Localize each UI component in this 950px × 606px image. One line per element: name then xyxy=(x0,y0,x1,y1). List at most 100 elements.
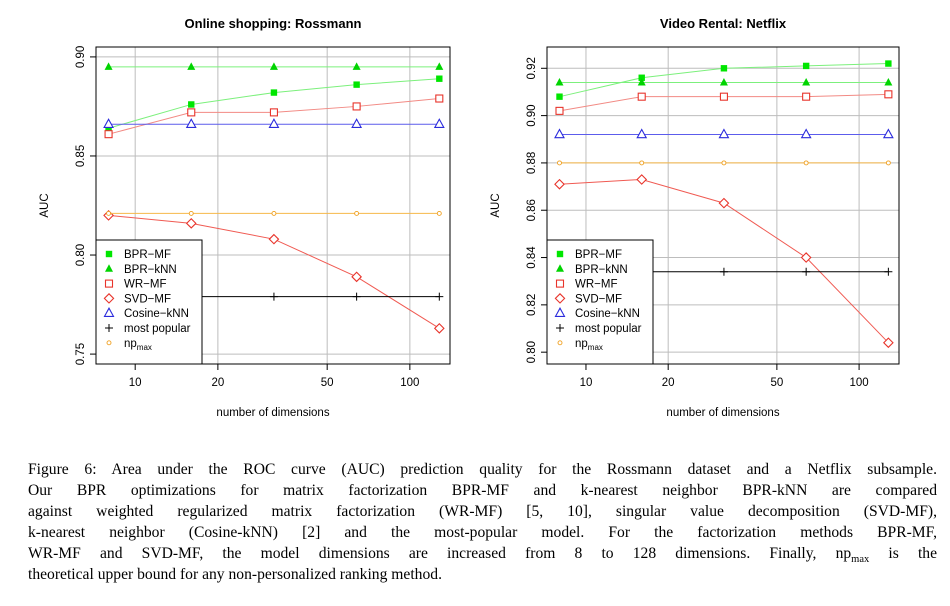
data-point xyxy=(104,62,113,70)
data-point xyxy=(433,322,445,334)
data-point xyxy=(352,102,361,111)
data-point xyxy=(353,81,360,88)
figure-charts: Online shopping: Rossmann 10 20 50 100 0.75 0.… xyxy=(39,16,900,419)
data-point xyxy=(351,271,363,283)
data-point xyxy=(802,92,811,101)
series-wr_mf xyxy=(555,90,893,115)
data-point xyxy=(554,128,565,139)
chart-title: Online shopping: Rossmann xyxy=(185,16,362,31)
legend-marker-cosine_knn xyxy=(554,307,566,317)
data-point xyxy=(269,108,278,117)
data-point xyxy=(188,210,194,216)
x-tick-label: 10 xyxy=(129,377,142,389)
data-point xyxy=(721,160,727,166)
data-point xyxy=(638,74,645,81)
data-point xyxy=(268,233,280,245)
y-tick-label: 0.88 xyxy=(526,152,538,174)
data-point xyxy=(435,62,444,70)
chart-netflix: Video Rental: Netflix 10 20 50 100 0.80 0.82 0.… xyxy=(490,16,900,419)
data-point xyxy=(802,62,810,70)
plot-frame xyxy=(546,46,900,365)
data-point xyxy=(269,292,278,301)
data-point xyxy=(802,267,811,276)
y-tick-label: 0.75 xyxy=(75,343,87,365)
data-point xyxy=(800,252,812,263)
x-tick-label: 100 xyxy=(849,377,868,389)
data-point xyxy=(354,210,360,216)
legend: BPR−MF BPR−kNN WR−MF SVD−MF Cosine−kNN most p… xyxy=(546,239,654,365)
y-tick-label: 0.80 xyxy=(526,341,538,363)
data-point xyxy=(803,160,809,166)
data-point xyxy=(554,178,565,190)
data-point xyxy=(637,77,646,86)
legend-marker-bpr_knn xyxy=(556,264,564,272)
legend: BPR−MF BPR−kNN WR−MF SVD−MF Cosine−kNN most p… xyxy=(95,239,203,365)
legend-marker-np_max xyxy=(557,340,563,346)
caption-line-5b: is the xyxy=(869,545,937,562)
series-np_max xyxy=(557,160,891,166)
data-point xyxy=(636,128,648,139)
legend-box xyxy=(95,239,203,365)
legend-marker-wr_mf xyxy=(104,279,114,288)
data-point xyxy=(639,160,645,166)
data-point xyxy=(556,93,563,100)
data-point xyxy=(555,106,564,115)
legend-marker-bpr_mf xyxy=(105,250,113,258)
legend-label-wr_mf: WR−MF xyxy=(575,279,617,291)
x-tick-label: 100 xyxy=(400,377,419,389)
data-point xyxy=(104,130,113,139)
data-point xyxy=(718,197,730,209)
y-tick-label: 0.80 xyxy=(75,244,87,266)
data-point xyxy=(719,92,728,101)
series-bpr_knn xyxy=(104,62,444,70)
x-tick-label: 20 xyxy=(662,377,675,389)
y-axis-label: AUC xyxy=(490,193,502,217)
data-point xyxy=(436,75,443,82)
legend-label-most_popular: most popular xyxy=(575,323,642,335)
data-point xyxy=(719,267,728,276)
legend-label-most_popular: most popular xyxy=(124,323,191,335)
chart-title: Video Rental: Netflix xyxy=(660,16,787,31)
y-tick-label: 0.84 xyxy=(526,246,538,269)
y-tick-label: 0.85 xyxy=(75,145,87,167)
data-point xyxy=(636,174,648,185)
data-point xyxy=(884,267,893,276)
legend-label-wr_mf: WR−MF xyxy=(124,279,166,291)
caption-line-4: k-nearest neighbor (Cosine-kNN) [2] and … xyxy=(28,524,937,541)
legend-marker-svd_mf xyxy=(103,293,115,304)
data-point xyxy=(352,292,361,301)
x-axis-label: number of dimensions xyxy=(216,407,329,419)
x-axis-label: number of dimensions xyxy=(666,407,779,419)
series-np_max xyxy=(106,210,442,216)
data-point xyxy=(103,118,114,129)
data-point xyxy=(882,128,894,139)
series-bpr_knn xyxy=(555,77,893,86)
data-point xyxy=(268,118,280,129)
data-point xyxy=(436,210,442,216)
x-tick-label: 50 xyxy=(321,377,334,389)
data-point xyxy=(352,62,361,70)
data-point xyxy=(719,77,728,86)
data-point xyxy=(435,94,444,103)
legend-marker-cosine_knn xyxy=(103,307,115,317)
data-point xyxy=(718,128,730,139)
x-tick-label: 50 xyxy=(770,377,783,389)
y-tick-label: 0.82 xyxy=(526,294,538,316)
caption-line-1: Figure 6: Area under the ROC curve (AUC)… xyxy=(28,461,937,478)
caption-line-2: Our BPR optimizations for matrix factori… xyxy=(28,482,937,499)
x-tick-label: 10 xyxy=(580,377,593,389)
caption-npmax-sub: max xyxy=(851,554,870,566)
legend-label-bpr_mf: BPR−MF xyxy=(575,249,622,261)
chart-rossmann: Online shopping: Rossmann 10 20 50 100 0.75 0.… xyxy=(39,16,451,419)
y-tick-label: 0.90 xyxy=(75,46,87,68)
data-point xyxy=(185,118,197,129)
legend-label-svd_mf: SVD−MF xyxy=(575,293,622,305)
data-point xyxy=(270,89,278,96)
data-point xyxy=(800,128,812,139)
x-tick-label: 20 xyxy=(211,377,224,389)
plot-frame xyxy=(95,46,451,365)
data-point xyxy=(187,108,196,117)
data-point xyxy=(555,77,564,86)
legend-label-bpr_knn: BPR−kNN xyxy=(124,264,177,276)
legend-label-svd_mf: SVD−MF xyxy=(124,293,171,305)
